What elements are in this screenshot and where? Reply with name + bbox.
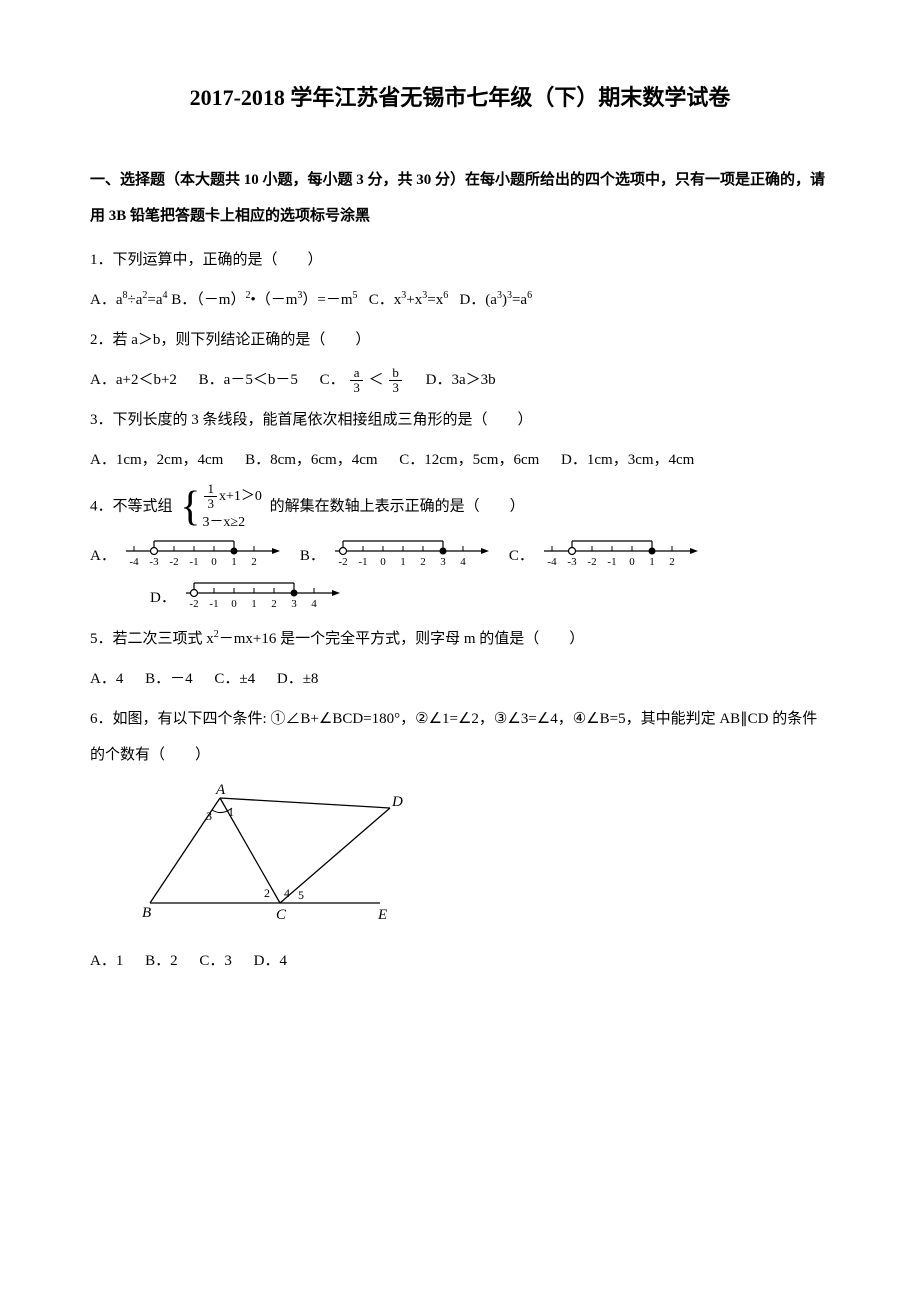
svg-text:2: 2: [669, 556, 675, 568]
q3-optB: B．8cm，6cm，4cm: [245, 442, 377, 478]
q5-options: A．4 B．－4 C．±4 D．±8: [90, 661, 830, 697]
q6-figure: A B C D E 1 3 245: [140, 783, 830, 933]
svg-text:-4: -4: [129, 556, 139, 568]
q5-optD: D．±8: [277, 661, 319, 697]
q2-text: 2．若 a＞b，则下列结论正确的是（ ）: [90, 322, 830, 358]
svg-text:4: 4: [311, 598, 317, 610]
svg-text:3: 3: [440, 556, 446, 568]
svg-text:2: 2: [251, 556, 257, 568]
q4-labelB: B．: [300, 544, 325, 565]
svg-text:-3: -3: [149, 556, 159, 568]
q5-text: 5．若二次三项式 x2－mx+16 是一个完全平方式，则字母 m 的值是（ ）: [90, 621, 830, 657]
q1-options: A．a8÷a2=a4 B．（－m）2•（－m3）=－m5 C．x3+x3=x6 …: [90, 282, 830, 318]
q4-labelA: A．: [90, 544, 116, 565]
q3-text: 3．下列长度的 3 条线段，能首尾依次相接组成三角形的是（ ）: [90, 402, 830, 438]
svg-text:0: 0: [231, 598, 237, 610]
section-header: 一、选择题（本大题共 10 小题，每小题 3 分，共 30 分）在每小题所给出的…: [90, 162, 830, 234]
q4-labelD: D．: [150, 586, 176, 607]
fraction-a-3: a3: [350, 366, 363, 396]
q3-options: A．1cm，2cm，4cm B．8cm，6cm，4cm C．12cm，5cm，6…: [90, 442, 830, 478]
q6-optB: B．2: [145, 943, 178, 979]
q5-optB: B．－4: [145, 661, 193, 697]
q4-text: 4．不等式组 { 13x+1＞0 3－x≥2 的解集在数轴上表示正确的是（ ）: [90, 482, 830, 533]
q2-optC: C． a3 ＜ b3: [320, 362, 404, 398]
q6-optD: D．4: [254, 943, 287, 979]
svg-text:-1: -1: [607, 556, 616, 568]
svg-text:-4: -4: [547, 556, 557, 568]
svg-text:1: 1: [400, 556, 406, 568]
q1-optD: D．(a3)3=a6: [459, 292, 532, 308]
svg-text:B: B: [142, 905, 151, 921]
q6-text: 6．如图，有以下四个条件: ①∠B+∠BCD=180°，②∠1=∠2，③∠3=∠…: [90, 701, 830, 773]
svg-text:0: 0: [211, 556, 217, 568]
svg-text:0: 0: [380, 556, 386, 568]
q5-optC: C．±4: [214, 661, 255, 697]
q3-optD: D．1cm，3cm，4cm: [561, 442, 694, 478]
page-title: 2017-2018 学年江苏省无锡市七年级（下）期末数学试卷: [90, 80, 830, 112]
svg-text:E: E: [377, 907, 387, 923]
q3-optC: C．12cm，5cm，6cm: [399, 442, 539, 478]
svg-text:4: 4: [284, 886, 290, 900]
q1-text: 1．下列运算中，正确的是（ ）: [90, 242, 830, 278]
svg-text:1: 1: [251, 598, 257, 610]
q1-optC: C．x3+x3=x6: [369, 292, 448, 308]
svg-text:0: 0: [629, 556, 635, 568]
q1-optB: B．（－m）2•（－m3）=－m5: [171, 292, 357, 308]
svg-text:2: 2: [271, 598, 277, 610]
svg-text:4: 4: [460, 556, 466, 568]
svg-text:1: 1: [231, 556, 237, 568]
q2-options: A．a+2＜b+2 B．a－5＜b－5 C． a3 ＜ b3 D．3a＞3b: [90, 362, 830, 398]
q2-optA: A．a+2＜b+2: [90, 362, 177, 398]
q6-optA: A．1: [90, 943, 123, 979]
numberline-A: -4 -3 -2 -1 0 1 2: [122, 537, 282, 573]
svg-text:5: 5: [298, 888, 304, 902]
svg-text:2: 2: [420, 556, 426, 568]
svg-text:-3: -3: [567, 556, 577, 568]
q1-optA: A．a8÷a2=a4: [90, 292, 168, 308]
q3-optA: A．1cm，2cm，4cm: [90, 442, 223, 478]
numberline-B: -2 -1 0 1 2 3 4: [331, 537, 491, 573]
q2-optB: B．a－5＜b－5: [199, 362, 298, 398]
svg-text:-2: -2: [587, 556, 596, 568]
svg-text:3: 3: [206, 809, 212, 823]
svg-text:D: D: [391, 794, 403, 810]
numberline-D: -2 -1 0 1 2 3 4: [182, 579, 342, 615]
q5-optA: A．4: [90, 661, 123, 697]
q6-optC: C．3: [199, 943, 232, 979]
fraction-b-3: b3: [389, 366, 402, 396]
svg-text:2: 2: [264, 886, 270, 900]
q4-options-row1: A． -4 -3 -2 -1 0 1 2 B． -2 -1 0 1 2 3 4 C． -4 -3 -2 -1 0…: [90, 537, 830, 573]
svg-text:3: 3: [291, 598, 297, 610]
svg-text:A: A: [215, 783, 226, 798]
inequality-system: { 13x+1＞0 3－x≥2: [180, 482, 262, 533]
svg-text:-1: -1: [358, 556, 367, 568]
numberline-C: -4 -3 -2 -1 0 1 2: [540, 537, 700, 573]
q6-options: A．1 B．2 C．3 D．4: [90, 943, 830, 979]
q4-labelC: C．: [509, 544, 534, 565]
q4-options-row2: D． -2 -1 0 1 2 3 4: [90, 579, 830, 615]
q2-optD: D．3a＞3b: [426, 362, 496, 398]
svg-text:-1: -1: [209, 598, 218, 610]
svg-text:1: 1: [228, 805, 234, 819]
svg-text:-1: -1: [189, 556, 198, 568]
svg-text:-2: -2: [189, 598, 198, 610]
svg-text:1: 1: [649, 556, 655, 568]
svg-text:-2: -2: [169, 556, 178, 568]
svg-text:C: C: [276, 907, 287, 923]
svg-text:-2: -2: [338, 556, 347, 568]
